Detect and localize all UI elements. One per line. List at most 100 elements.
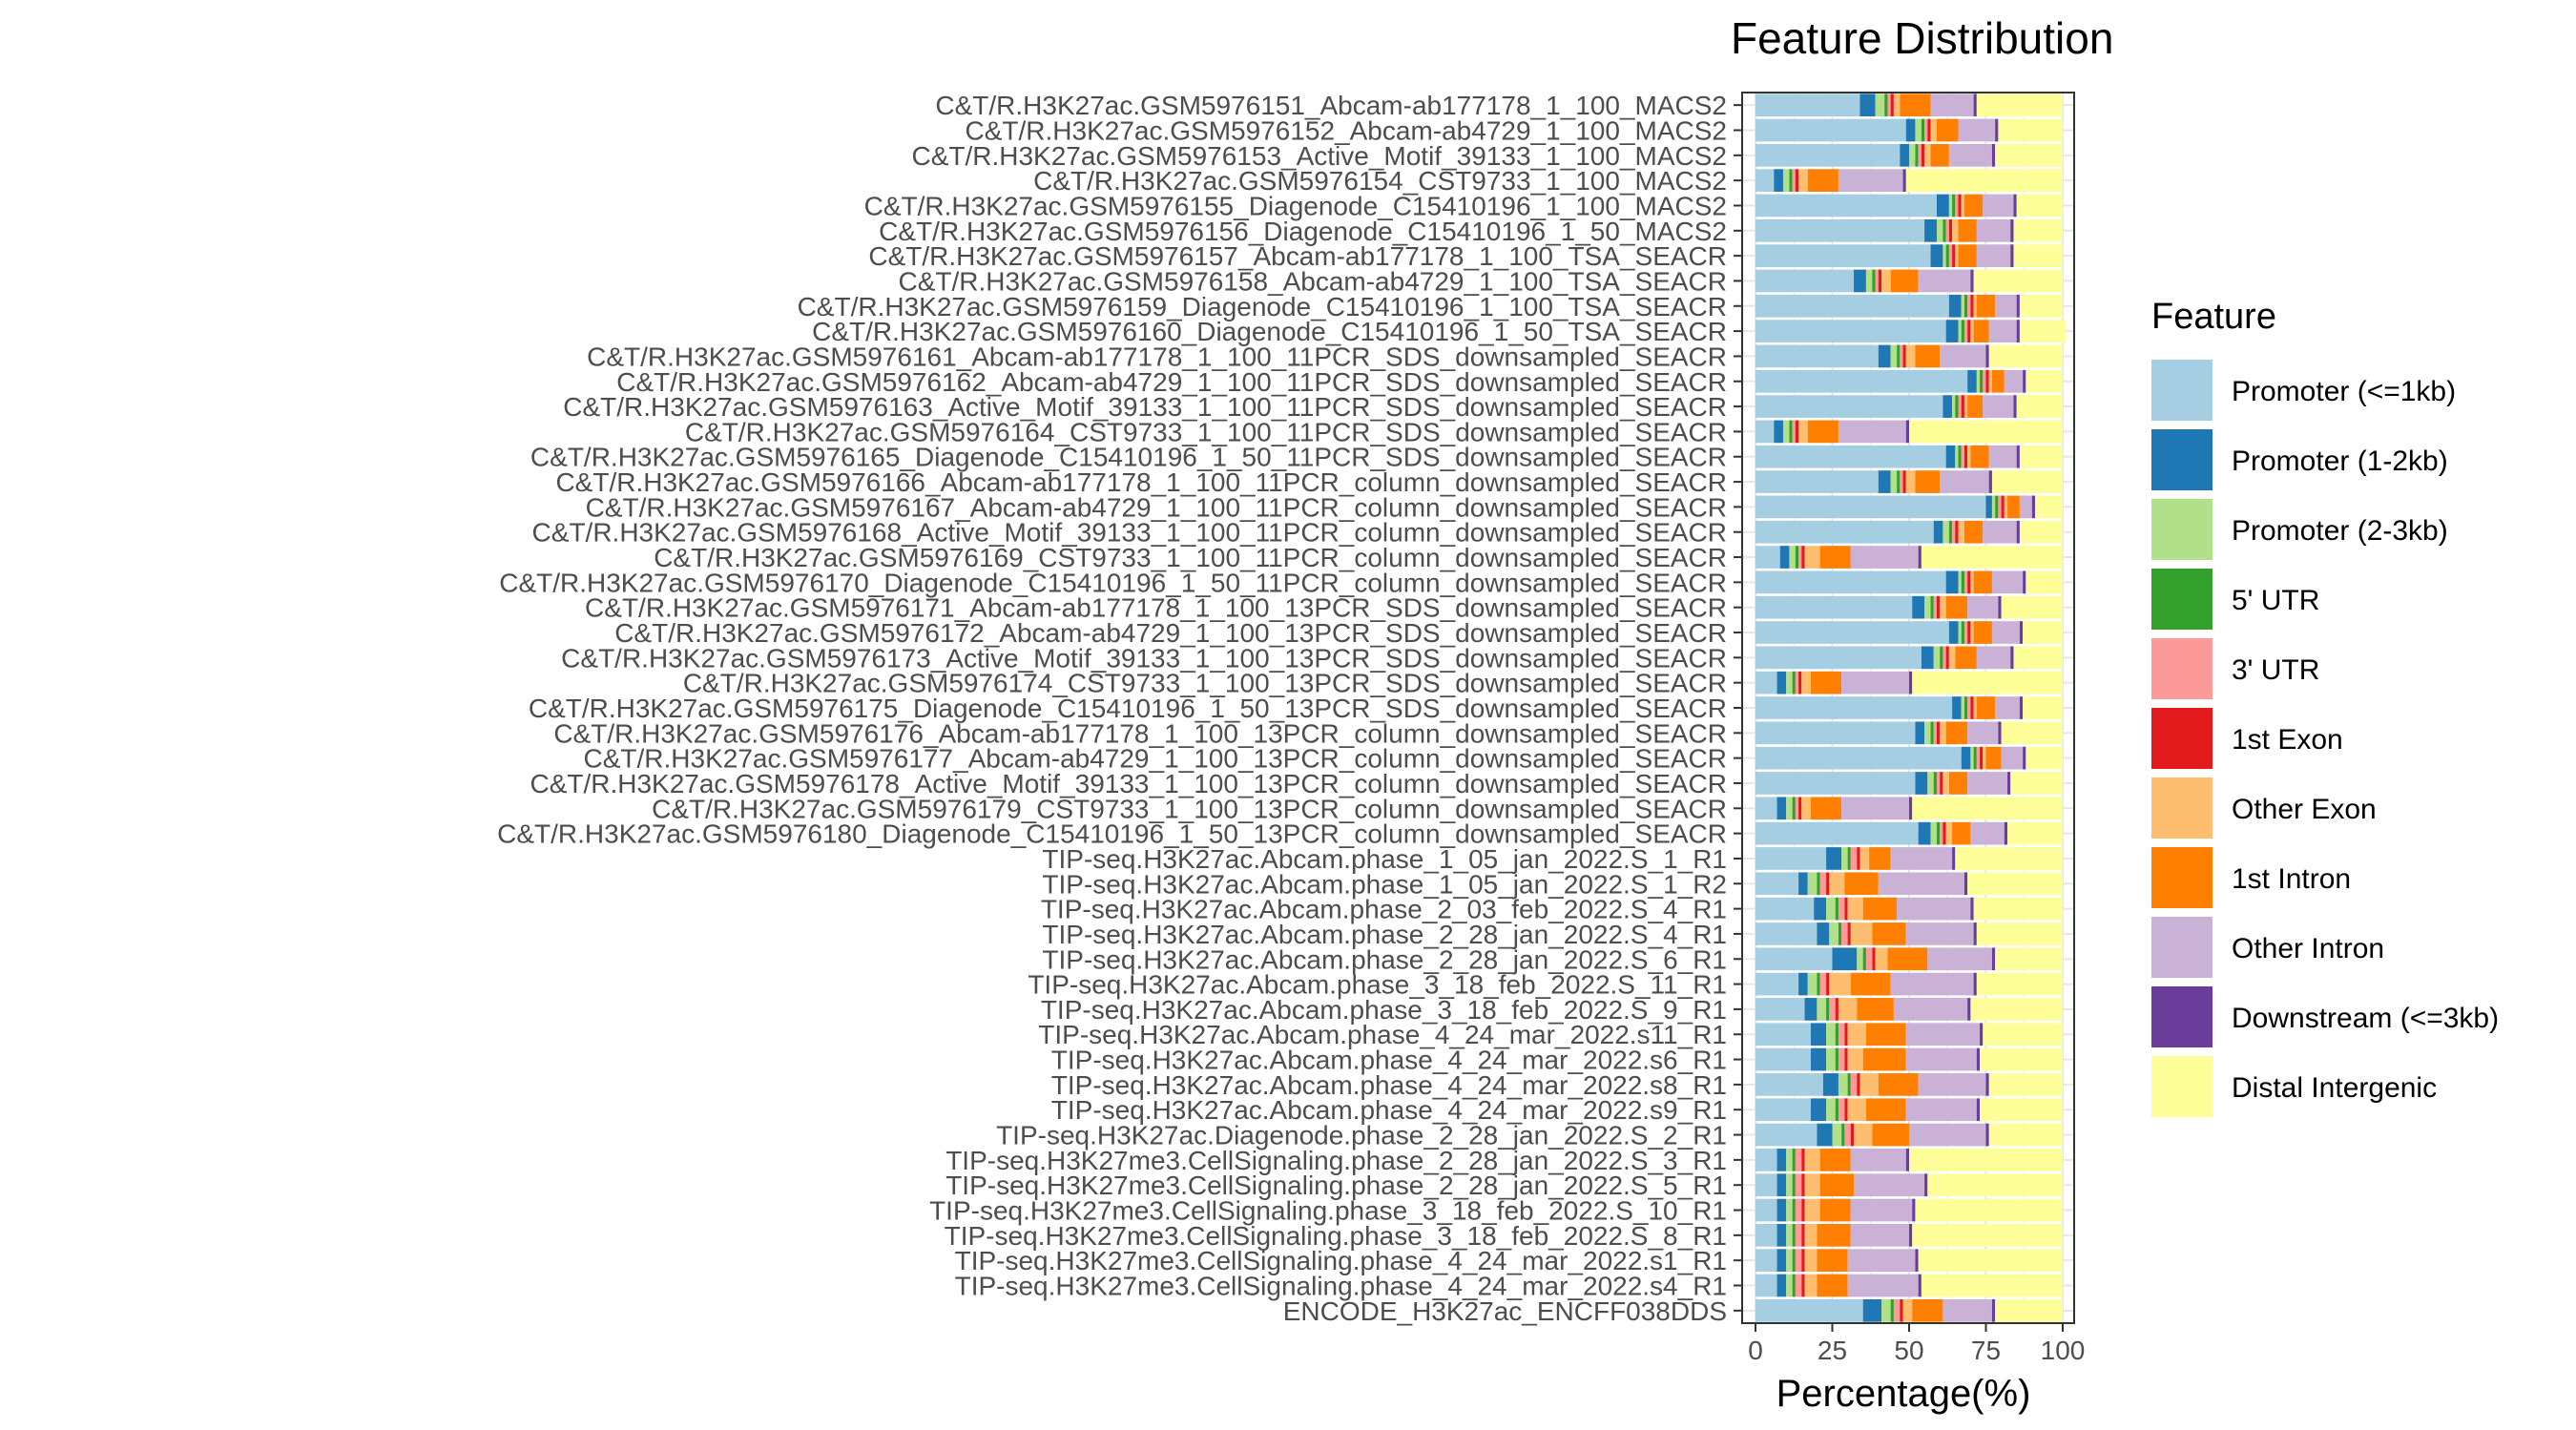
bar-segment xyxy=(1915,344,1941,368)
category-label: TIP-seq.H3K27ac.Abcam.phase_3_18_feb_202… xyxy=(1028,970,1727,1000)
legend-item: Downstream (<=3kb) xyxy=(2151,986,2499,1047)
bar-segment xyxy=(1930,595,1934,619)
category-label: ENCODE_H3K27ac_ENCFF038DDS xyxy=(1283,1296,1727,1326)
bar-segment xyxy=(1912,1298,1943,1322)
bar-segment xyxy=(2023,369,2026,393)
bar-segment xyxy=(1819,1173,1855,1197)
bar-segment xyxy=(1915,470,1941,493)
bar-segment xyxy=(1905,922,1974,945)
bar-segment xyxy=(1847,922,1851,945)
bar-segment xyxy=(1967,872,2063,896)
legend-label: Promoter (1-2kb) xyxy=(2232,446,2448,477)
legend: Feature Promoter (<=1kb) Promoter (1-2kb)… xyxy=(2151,297,2499,1117)
bar-segment xyxy=(1980,1047,2063,1071)
bar-segment xyxy=(1807,972,1818,996)
bar-segment xyxy=(1936,772,1941,795)
bar-segment xyxy=(1878,872,1964,896)
bar-segment xyxy=(1798,671,1802,694)
bar-segment xyxy=(1973,320,1989,342)
bar-segment xyxy=(1878,1073,1919,1096)
bar-segment xyxy=(1909,671,1913,694)
bar-segment xyxy=(1755,595,1913,619)
bar-segment xyxy=(1930,143,1949,167)
bar-segment xyxy=(1841,1123,1845,1147)
bar-segment xyxy=(1897,897,1971,921)
x-tick-label: 25 xyxy=(1818,1336,1847,1365)
category-label: C&T/R.H3K27ac.GSM5976158_Abcam-ab4729_1_… xyxy=(898,266,1727,296)
legend-swatch xyxy=(2151,360,2212,421)
bar-segment xyxy=(1869,847,1891,870)
bar-segment xyxy=(1795,1198,1802,1222)
bar-segment xyxy=(1988,1073,2063,1096)
bar-segment xyxy=(1847,897,1863,921)
bar-segment xyxy=(1933,646,1941,670)
bar-segment xyxy=(1822,1073,1839,1096)
category-label: TIP-seq.H3K27me3.CellSignaling.phase_2_2… xyxy=(945,1146,1727,1175)
bar-segment xyxy=(1980,746,1984,770)
x-tick-label: 50 xyxy=(1894,1336,1923,1365)
bar-segment xyxy=(1963,445,1968,468)
bar-segment xyxy=(1973,570,1992,594)
bar-segment xyxy=(1786,1224,1793,1247)
bar-segment xyxy=(1786,1198,1793,1222)
x-axis: 0 25 50 75 100 xyxy=(1748,1323,2085,1365)
bar-segment xyxy=(1850,1073,1858,1096)
bar-segment xyxy=(1887,93,1891,117)
category-label: TIP-seq.H3K27ac.Abcam.phase_2_03_feb_202… xyxy=(1041,895,1727,924)
category-label: C&T/R.H3K27ac.GSM5976152_Abcam-ab4729_1_… xyxy=(966,115,1727,145)
bar-segment xyxy=(1826,1023,1836,1047)
bar-segment xyxy=(1963,872,1968,896)
bar-segment xyxy=(1798,797,1802,820)
bar-segment xyxy=(1940,470,1989,493)
bar-segment xyxy=(2019,495,2032,519)
bar-segment xyxy=(1973,922,1977,945)
bar-segment xyxy=(1976,218,2011,242)
bar-segment xyxy=(1961,696,1964,719)
bar-segment xyxy=(1933,721,1937,745)
bar-segment xyxy=(1976,972,2063,996)
bar-segment xyxy=(1909,1224,1913,1247)
bar-segment xyxy=(1976,369,1981,393)
bar-segment xyxy=(1755,1298,1863,1322)
bar-segment xyxy=(1755,520,1934,544)
bar-row xyxy=(1755,772,2063,795)
bar-segment xyxy=(1958,520,1964,544)
legend-item: Promoter (2-3kb) xyxy=(2151,499,2448,560)
bar-segment xyxy=(1988,320,2017,342)
bar-segment xyxy=(1841,847,1848,870)
bar-segment xyxy=(2019,621,2024,644)
bar-segment xyxy=(1985,1123,1989,1147)
bar-segment xyxy=(1948,621,1959,644)
bar-segment xyxy=(1963,294,1968,318)
bar-segment xyxy=(1857,847,1860,870)
bar-segment xyxy=(1776,1173,1787,1197)
bar-segment xyxy=(2010,772,2063,795)
bar-segment xyxy=(1755,1198,1777,1222)
bar-segment xyxy=(1862,1298,1882,1322)
bar-segment xyxy=(1804,998,1818,1021)
bar-row xyxy=(1755,671,2063,694)
bar-row xyxy=(1755,897,2063,921)
bar-segment xyxy=(1909,1149,2063,1171)
category-label: C&T/R.H3K27ac.GSM5976174_CST9733_1_100_1… xyxy=(683,669,1727,698)
bar-segment xyxy=(1945,595,1968,619)
bar-segment xyxy=(1991,369,2005,393)
bar-row xyxy=(1755,1073,2063,1096)
bar-segment xyxy=(1995,495,1999,519)
bar-segment xyxy=(1786,1173,1793,1197)
bar-segment xyxy=(1945,721,1968,745)
bar-segment xyxy=(1786,797,1793,820)
bar-segment xyxy=(1970,821,2005,845)
bar-segment xyxy=(1854,1173,1925,1197)
bar-segment xyxy=(1881,1298,1891,1322)
bar-row xyxy=(1755,721,2063,745)
bar-row xyxy=(1755,269,2063,293)
bar-segment xyxy=(1900,344,1903,368)
bar-row xyxy=(1755,143,2063,167)
legend-item: Promoter (<=1kb) xyxy=(2151,360,2456,421)
bar-segment xyxy=(1850,1123,1855,1147)
bar-segment xyxy=(1792,169,1796,192)
legend-title: Feature xyxy=(2151,297,2276,337)
category-label: C&T/R.H3K27ac.GSM5976180_Diagenode_C1541… xyxy=(497,819,1727,849)
bar-row xyxy=(1755,1198,2063,1222)
